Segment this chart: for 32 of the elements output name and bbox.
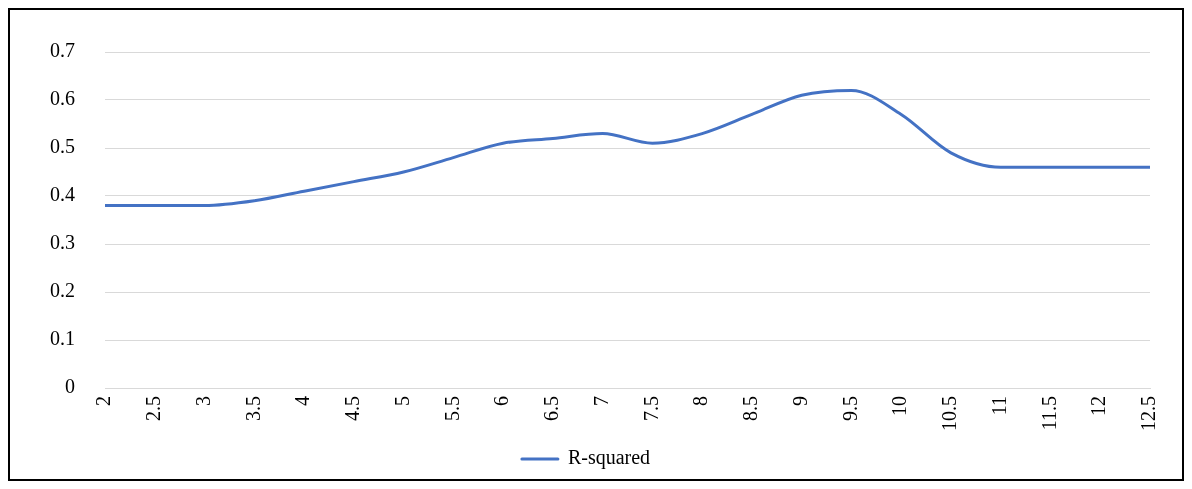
x-tick-label: 5.5 bbox=[440, 396, 463, 421]
x-tick-label: 11 bbox=[987, 396, 1010, 416]
x-tick-label: 12.5 bbox=[1137, 396, 1160, 431]
y-tick-label: 0.6 bbox=[50, 87, 75, 110]
x-tick-label: 3 bbox=[191, 396, 214, 406]
x-tick-label: 4.5 bbox=[341, 396, 364, 421]
y-tick-label: 0.2 bbox=[50, 279, 75, 302]
x-tick-label: 7.5 bbox=[639, 396, 662, 421]
x-tick-label: 7 bbox=[589, 396, 612, 406]
y-tick-label: 0.1 bbox=[50, 327, 75, 350]
y-tick-label: 0.3 bbox=[50, 231, 75, 254]
x-tick-label: 10.5 bbox=[938, 396, 961, 431]
y-tick-label: 0.7 bbox=[50, 39, 75, 62]
x-tick-label: 11.5 bbox=[1037, 396, 1060, 431]
y-tick-label: 0.4 bbox=[50, 183, 75, 206]
x-tick-label: 6 bbox=[490, 396, 513, 406]
x-tick-label: 5 bbox=[390, 396, 413, 406]
x-tick-label: 2.5 bbox=[142, 396, 165, 421]
line-series bbox=[103, 88, 1152, 208]
x-tick-label: 2 bbox=[92, 396, 115, 406]
y-tick-label: 0.5 bbox=[50, 135, 75, 158]
x-tick-label: 6.5 bbox=[540, 396, 563, 421]
x-tick-label: 9.5 bbox=[838, 396, 861, 421]
x-tick-label: 3.5 bbox=[241, 396, 264, 421]
y-tick-label: 0 bbox=[65, 375, 75, 398]
x-tick-label: 8 bbox=[689, 396, 712, 406]
x-tick-label: 10 bbox=[888, 396, 911, 416]
x-tick-label: 4 bbox=[291, 396, 314, 406]
x-tick-label: 12 bbox=[1087, 396, 1110, 416]
x-tick-label: 8.5 bbox=[739, 396, 762, 421]
x-tick-label: 9 bbox=[788, 396, 811, 406]
legend-label: R-squared bbox=[567, 446, 651, 470]
